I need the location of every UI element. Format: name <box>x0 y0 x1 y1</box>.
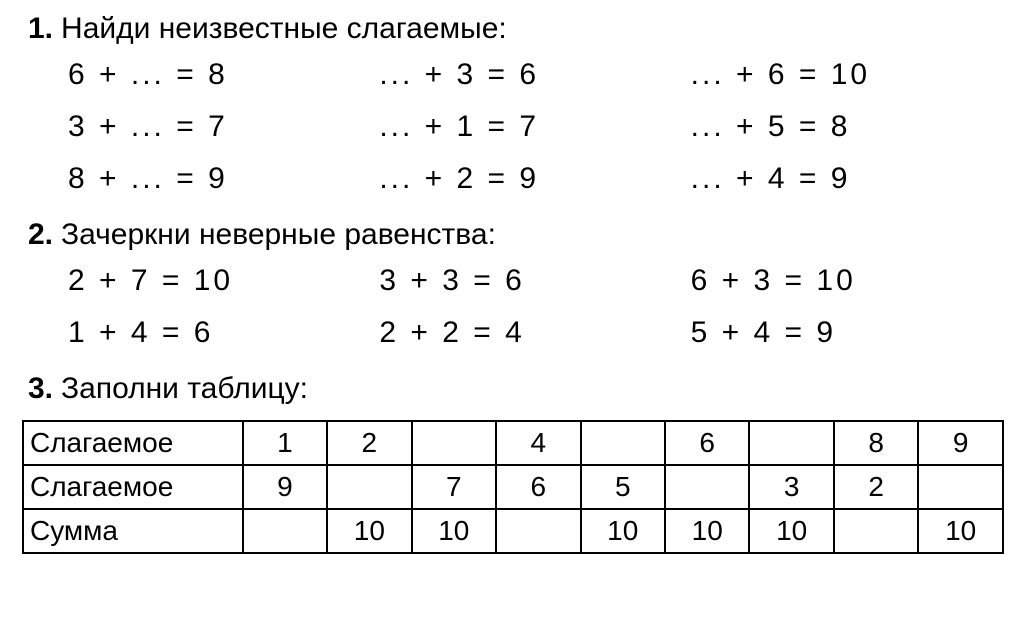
equation: ... + 4 = 9 <box>691 164 1002 194</box>
equation: ... + 6 = 10 <box>691 60 1002 90</box>
task3-number: 3. <box>28 372 53 405</box>
table-cell <box>496 509 580 553</box>
task1-grid: 6 + ... = 8 ... + 3 = 6 ... + 6 = 10 3 +… <box>22 60 1002 194</box>
equation: 1 + 4 = 6 <box>68 318 379 348</box>
equation: 3 + ... = 7 <box>68 112 379 142</box>
table-cell: 1 <box>243 421 327 465</box>
equation: 8 + ... = 9 <box>68 164 379 194</box>
task2-grid: 2 + 7 = 10 3 + 3 = 6 6 + 3 = 10 1 + 4 = … <box>22 266 1002 348</box>
table-cell <box>834 509 918 553</box>
equation: ... + 5 = 8 <box>691 112 1002 142</box>
table-row: Слагаемое 9 7 6 5 3 2 <box>23 465 1003 509</box>
table-cell <box>749 421 833 465</box>
task1-number: 1. <box>28 12 53 45</box>
task3-heading: 3.Заполни таблицу: <box>22 374 1002 404</box>
equation: ... + 3 = 6 <box>379 60 690 90</box>
table-cell: 10 <box>581 509 665 553</box>
equation: 2 + 2 = 4 <box>379 318 690 348</box>
table-cell: 4 <box>496 421 580 465</box>
table-cell: 5 <box>581 465 665 509</box>
table-cell: 8 <box>834 421 918 465</box>
task2-title: Зачеркни неверные равенства: <box>61 218 496 251</box>
table-cell: 3 <box>749 465 833 509</box>
task2-number: 2. <box>28 218 53 251</box>
table-cell <box>581 421 665 465</box>
table-cell <box>243 509 327 553</box>
worksheet-page: 1.Найди неизвестные слагаемые: 6 + ... =… <box>0 0 1024 631</box>
table-cell: 6 <box>665 421 749 465</box>
task3-title: Заполни таблицу: <box>61 372 308 405</box>
table-cell: 2 <box>327 421 411 465</box>
equation: ... + 2 = 9 <box>379 164 690 194</box>
task1-title: Найди неизвестные слагаемые: <box>61 12 507 45</box>
table-cell: 9 <box>243 465 327 509</box>
table-cell: 10 <box>327 509 411 553</box>
row-label: Слагаемое <box>23 465 243 509</box>
table-cell: 10 <box>412 509 496 553</box>
table-cell <box>412 421 496 465</box>
task1-heading: 1.Найди неизвестные слагаемые: <box>22 14 1002 44</box>
row-label: Слагаемое <box>23 421 243 465</box>
table-row: Слагаемое 1 2 4 6 8 9 <box>23 421 1003 465</box>
table-row: Сумма 10 10 10 10 10 10 <box>23 509 1003 553</box>
table-cell <box>918 465 1003 509</box>
equation: 6 + 3 = 10 <box>691 266 1002 296</box>
table-cell: 6 <box>496 465 580 509</box>
table-cell <box>665 465 749 509</box>
table-cell: 9 <box>918 421 1003 465</box>
equation: 2 + 7 = 10 <box>68 266 379 296</box>
table-cell: 2 <box>834 465 918 509</box>
table-cell <box>327 465 411 509</box>
table-cell: 7 <box>412 465 496 509</box>
equation: 3 + 3 = 6 <box>379 266 690 296</box>
table-cell: 10 <box>749 509 833 553</box>
row-label: Сумма <box>23 509 243 553</box>
equation: 5 + 4 = 9 <box>691 318 1002 348</box>
task2-heading: 2.Зачеркни неверные равенства: <box>22 220 1002 250</box>
equation: ... + 1 = 7 <box>379 112 690 142</box>
equation: 6 + ... = 8 <box>68 60 379 90</box>
table-cell: 10 <box>918 509 1003 553</box>
task3-table: Слагаемое 1 2 4 6 8 9 Слагаемое 9 7 6 5 … <box>22 420 1004 554</box>
table-cell: 10 <box>665 509 749 553</box>
